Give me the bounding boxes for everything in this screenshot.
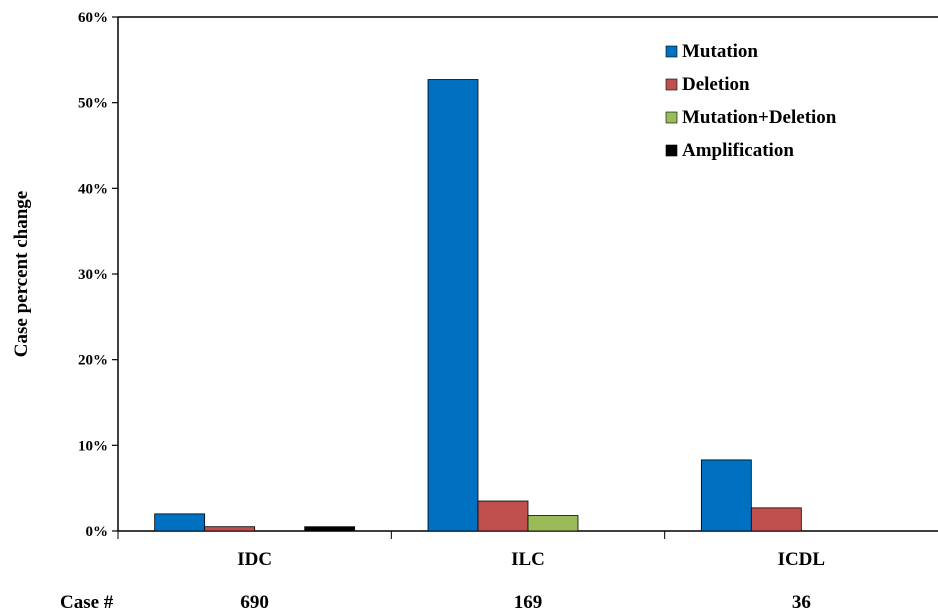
y-tick-label: 10%	[78, 438, 108, 454]
case-count-value: 169	[514, 592, 543, 611]
legend: Mutation Deletion Mutation+Deletion Amplifi…	[665, 41, 837, 161]
legend-swatch	[665, 78, 678, 91]
bar-deletion-icdl	[750, 507, 802, 532]
bars-group	[154, 79, 802, 532]
legend-label: Deletion	[682, 74, 750, 95]
legend-label: Amplification	[682, 140, 794, 161]
y-tick-label: 40%	[78, 181, 108, 197]
case-count-value: 36	[792, 592, 811, 611]
y-tick-label: 50%	[78, 96, 108, 112]
legend-label: Mutation	[682, 41, 758, 62]
bar-deletion-idc	[204, 526, 256, 532]
legend-swatch	[665, 144, 678, 157]
legend-swatch	[665, 111, 678, 124]
y-tick-label: 60%	[78, 10, 108, 26]
legend-label: Mutation+Deletion	[682, 107, 837, 128]
axes: 0% 10% 20% 30% 40% 50% 60%	[78, 10, 938, 540]
case-count-label: Case #	[60, 592, 114, 611]
y-tick-label: 30%	[78, 267, 108, 283]
bar-mutation-idc	[154, 513, 206, 532]
bar-mutation-deletion-ilc	[527, 515, 579, 532]
x-category-label: ICDL	[778, 549, 826, 570]
bar-mutation-icdl	[700, 459, 752, 532]
labels-group: Case percent change IDC 690 ILC 169 ICDL 36 Cas…	[11, 191, 825, 611]
y-tick-label: 0%	[86, 524, 109, 540]
y-axis-title: Case percent change	[11, 191, 32, 357]
bar-mutation-ilc	[427, 79, 479, 532]
y-tick-label: 20%	[78, 353, 108, 369]
x-category-label: ILC	[511, 549, 545, 570]
case-count-value: 690	[240, 592, 269, 611]
bar-deletion-ilc	[477, 500, 529, 532]
legend-swatch	[665, 45, 678, 58]
x-category-label: IDC	[237, 549, 272, 570]
bar-amplification-idc	[304, 526, 356, 532]
